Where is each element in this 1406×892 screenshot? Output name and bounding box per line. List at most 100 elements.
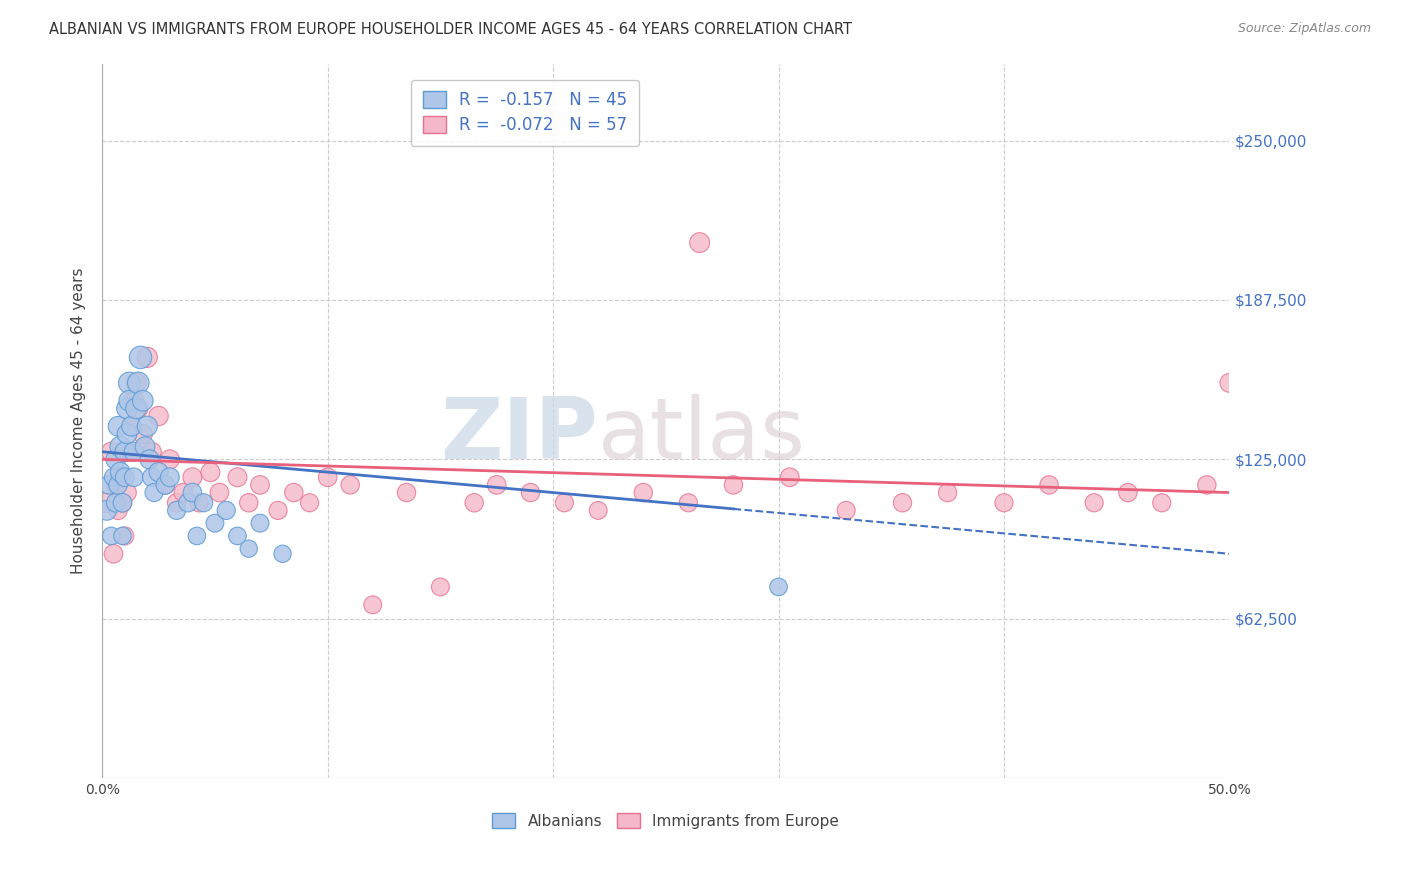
Point — [1038, 478, 1060, 492]
Point — [103, 547, 125, 561]
Point — [115, 426, 138, 441]
Point — [118, 393, 141, 408]
Point — [143, 485, 166, 500]
Point — [103, 470, 125, 484]
Point — [188, 496, 211, 510]
Point — [121, 419, 143, 434]
Point — [768, 580, 790, 594]
Point — [125, 401, 148, 416]
Point — [633, 485, 655, 500]
Point — [96, 496, 118, 510]
Point — [835, 503, 858, 517]
Point — [134, 440, 156, 454]
Point — [122, 393, 145, 408]
Point — [125, 376, 148, 390]
Point — [249, 478, 271, 492]
Point — [115, 401, 138, 416]
Point — [238, 496, 260, 510]
Point — [936, 485, 959, 500]
Point — [110, 470, 132, 484]
Point — [107, 503, 129, 517]
Point — [586, 503, 609, 517]
Point — [122, 444, 145, 458]
Point — [100, 444, 122, 458]
Point — [122, 470, 145, 484]
Point — [226, 470, 249, 484]
Point — [107, 478, 129, 492]
Point — [271, 547, 294, 561]
Point — [136, 419, 159, 434]
Point — [114, 444, 136, 458]
Point — [678, 496, 700, 510]
Text: ALBANIAN VS IMMIGRANTS FROM EUROPE HOUSEHOLDER INCOME AGES 45 - 64 YEARS CORRELA: ALBANIAN VS IMMIGRANTS FROM EUROPE HOUSE… — [49, 22, 852, 37]
Point — [104, 452, 127, 467]
Y-axis label: Householder Income Ages 45 - 64 years: Householder Income Ages 45 - 64 years — [72, 268, 86, 574]
Point — [132, 426, 155, 441]
Point — [1218, 376, 1240, 390]
Point — [298, 496, 321, 510]
Legend: Albanians, Immigrants from Europe: Albanians, Immigrants from Europe — [486, 806, 845, 835]
Point — [485, 478, 508, 492]
Point — [155, 478, 177, 492]
Point — [114, 529, 136, 543]
Point — [127, 401, 149, 416]
Point — [186, 529, 208, 543]
Point — [148, 465, 170, 479]
Point — [267, 503, 290, 517]
Point — [159, 470, 181, 484]
Point — [181, 485, 204, 500]
Text: ZIP: ZIP — [440, 394, 598, 477]
Point — [104, 496, 127, 510]
Point — [1195, 478, 1218, 492]
Point — [127, 376, 149, 390]
Point — [283, 485, 305, 500]
Point — [215, 503, 238, 517]
Point — [166, 503, 188, 517]
Point — [138, 452, 160, 467]
Point — [111, 496, 134, 510]
Point — [238, 541, 260, 556]
Point — [141, 444, 163, 458]
Point — [111, 529, 134, 543]
Point — [993, 496, 1015, 510]
Point — [104, 478, 127, 492]
Point — [249, 516, 271, 531]
Point — [395, 485, 418, 500]
Point — [98, 478, 121, 492]
Point — [111, 496, 134, 510]
Point — [107, 419, 129, 434]
Point — [148, 409, 170, 423]
Point — [779, 470, 801, 484]
Point — [132, 393, 155, 408]
Text: atlas: atlas — [598, 394, 806, 477]
Point — [723, 478, 745, 492]
Point — [200, 465, 222, 479]
Point — [159, 452, 181, 467]
Point — [166, 496, 188, 510]
Point — [115, 485, 138, 500]
Point — [121, 419, 143, 434]
Point — [100, 529, 122, 543]
Point — [553, 496, 575, 510]
Point — [114, 470, 136, 484]
Point — [136, 351, 159, 365]
Point — [519, 485, 541, 500]
Point — [193, 496, 215, 510]
Point — [129, 351, 152, 365]
Point — [1083, 496, 1105, 510]
Point — [689, 235, 711, 250]
Point — [463, 496, 485, 510]
Point — [361, 598, 384, 612]
Point — [316, 470, 339, 484]
Point — [339, 478, 361, 492]
Point — [110, 440, 132, 454]
Point — [110, 465, 132, 479]
Point — [429, 580, 451, 594]
Point — [891, 496, 914, 510]
Point — [118, 444, 141, 458]
Point — [208, 485, 231, 500]
Point — [172, 485, 194, 500]
Point — [1150, 496, 1173, 510]
Point — [181, 470, 204, 484]
Point — [155, 478, 177, 492]
